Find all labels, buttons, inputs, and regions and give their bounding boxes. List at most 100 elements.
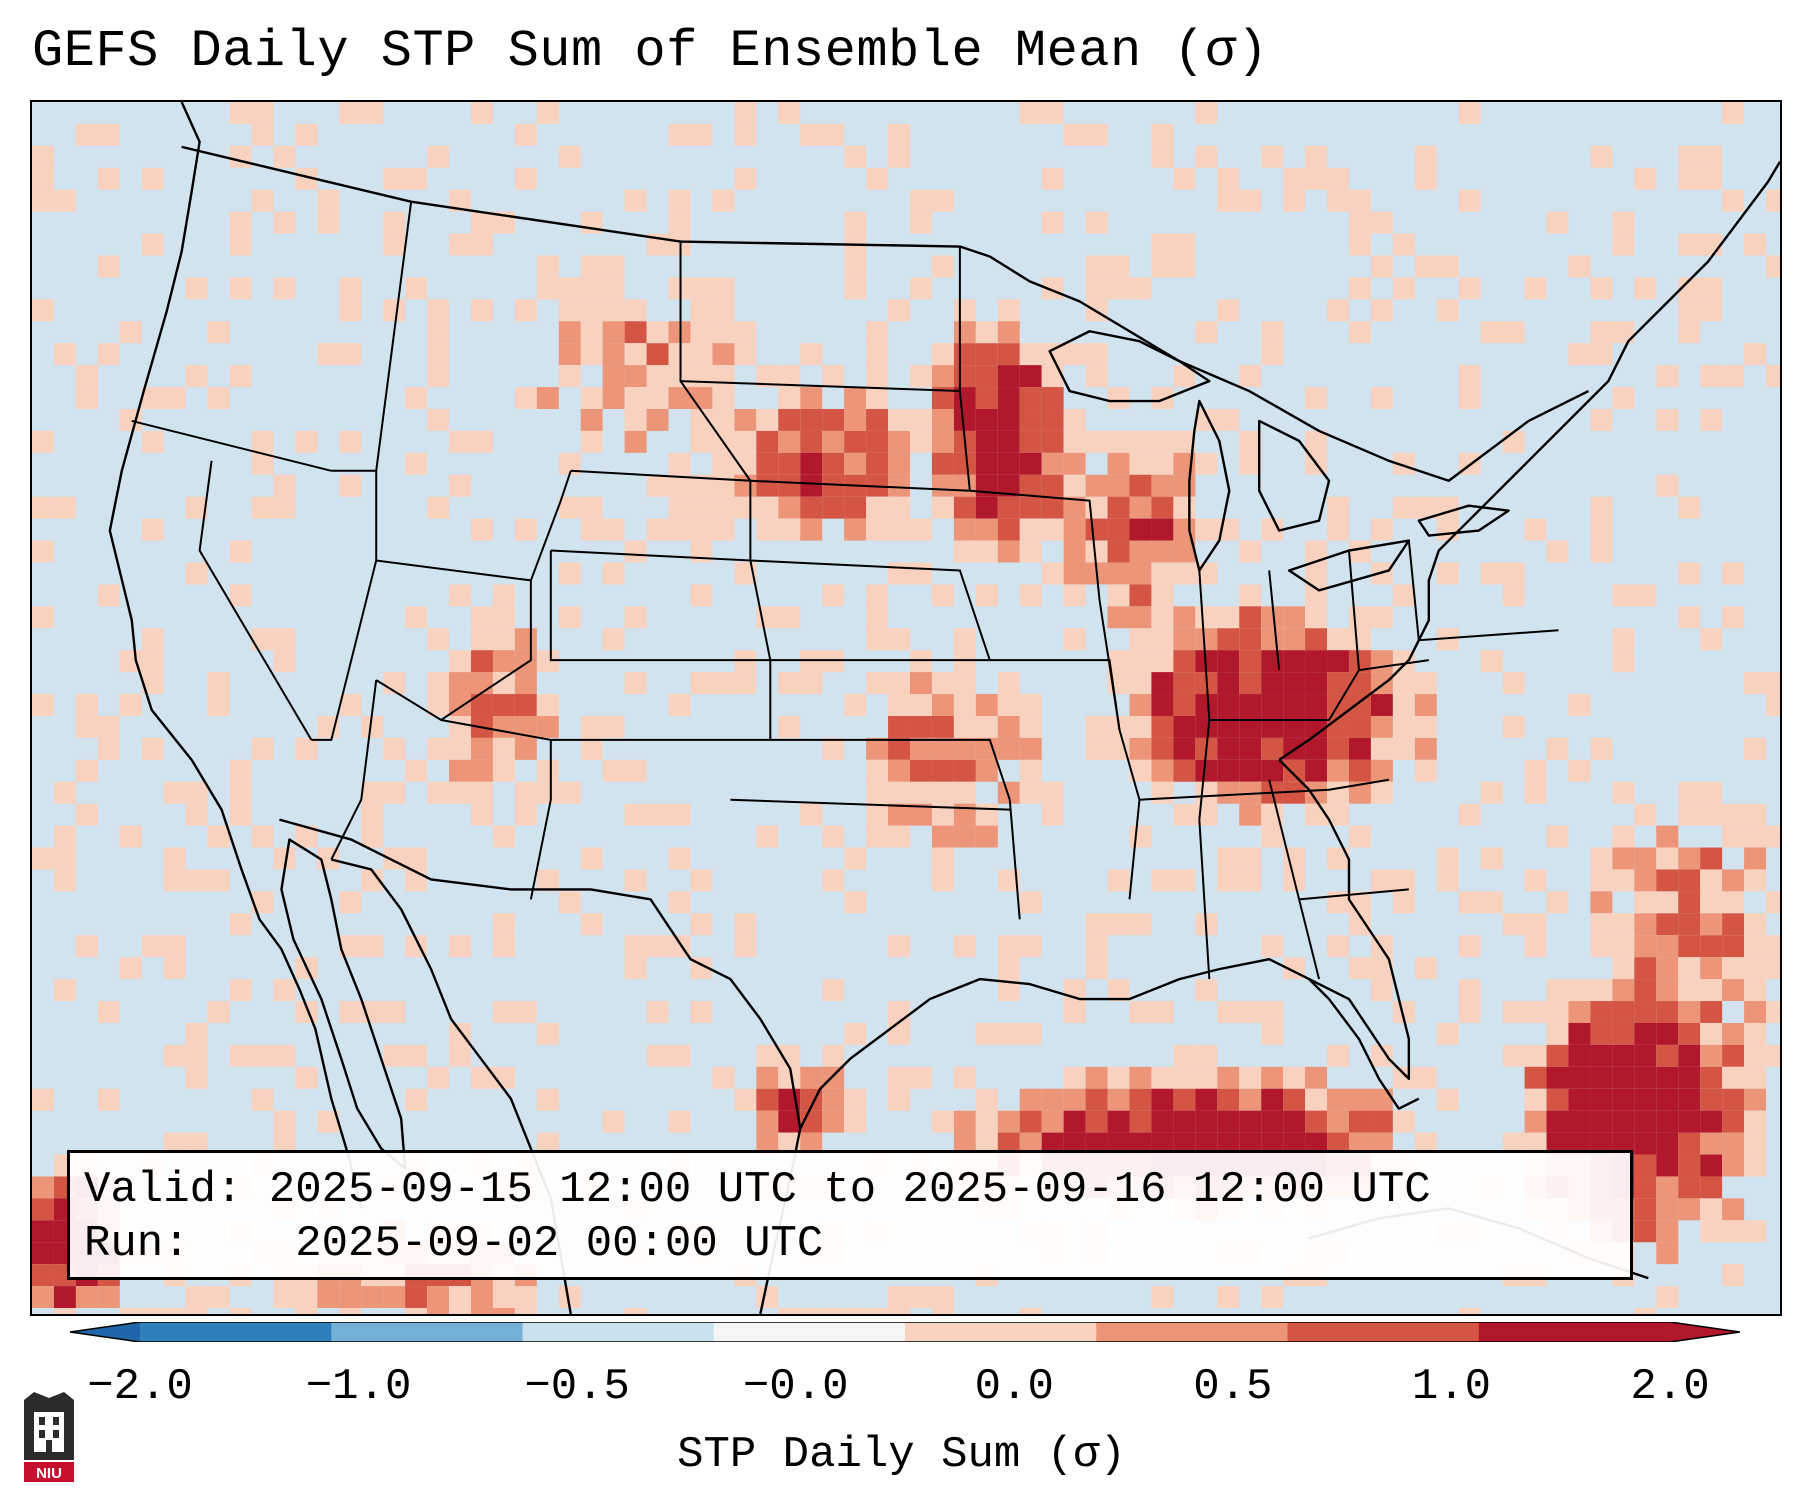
anomaly-cell — [1151, 584, 1174, 607]
anomaly-cell — [1700, 1022, 1723, 1045]
anomaly-cell — [1348, 825, 1371, 848]
anomaly-cell — [1612, 1088, 1635, 1111]
anomaly-cell — [909, 694, 932, 716]
anomaly-cell — [734, 167, 757, 190]
anomaly-cell — [1129, 474, 1152, 497]
anomaly-cell — [1019, 759, 1042, 782]
anomaly-cell — [141, 628, 164, 651]
anomaly-cell — [1502, 913, 1525, 936]
anomaly-cell — [1392, 694, 1415, 716]
anomaly-cell — [909, 803, 932, 826]
anomaly-cell — [53, 825, 76, 848]
anomaly-cell — [185, 1308, 208, 1314]
anomaly-cell — [734, 496, 757, 519]
anomaly-cell — [1195, 518, 1218, 541]
anomaly-cell — [1568, 1066, 1591, 1089]
anomaly-cell — [558, 365, 581, 388]
anomaly-cell — [1348, 913, 1371, 936]
anomaly-cell — [1546, 1001, 1569, 1023]
logo-banner — [24, 1462, 74, 1482]
anomaly-cell — [383, 1044, 406, 1067]
anomaly-cell — [1063, 518, 1086, 541]
anomaly-cell — [1217, 869, 1240, 892]
anomaly-cell — [339, 1308, 362, 1314]
anomaly-cell — [1261, 628, 1284, 651]
anomaly-cell — [1305, 387, 1328, 409]
anomaly-cell — [1217, 1066, 1240, 1089]
anomaly-cell — [1063, 408, 1086, 431]
anomaly-cell — [1217, 167, 1240, 190]
anomaly-cell — [1305, 1132, 1328, 1155]
anomaly-cell — [1129, 672, 1152, 695]
anomaly-cell — [1348, 1088, 1371, 1111]
anomaly-cell — [580, 321, 603, 344]
anomaly-cell — [690, 365, 713, 388]
anomaly-cell — [909, 737, 932, 760]
anomaly-cell — [1327, 189, 1349, 212]
anomaly-cell — [931, 474, 954, 497]
anomaly-cell — [1283, 847, 1306, 870]
anomaly-cell — [273, 474, 296, 497]
anomaly-cell — [1239, 1132, 1262, 1155]
anomaly-cell — [931, 847, 954, 870]
anomaly-cell — [624, 299, 647, 322]
anomaly-cell — [866, 408, 889, 431]
anomaly-cell — [427, 343, 450, 366]
anomaly-cell — [1063, 1088, 1086, 1111]
anomaly-cell — [361, 869, 384, 892]
anomaly-cell — [1502, 1001, 1525, 1023]
anomaly-cell — [185, 803, 208, 826]
anomaly-cell — [778, 1110, 801, 1133]
anomaly-cell — [1217, 1088, 1240, 1111]
anomaly-cell — [1524, 1110, 1547, 1133]
anomaly-cell — [1019, 343, 1042, 366]
colorbar — [70, 1322, 1740, 1342]
anomaly-cell — [1700, 167, 1723, 190]
anomaly-cell — [734, 430, 757, 453]
anomaly-cell — [1546, 1132, 1569, 1155]
anomaly-cell — [690, 913, 713, 936]
anomaly-cell — [1502, 1044, 1525, 1067]
anomaly-cell — [229, 540, 252, 563]
anomaly-cell — [1151, 650, 1174, 673]
anomaly-cell — [778, 1132, 801, 1155]
anomaly-cell — [624, 189, 647, 212]
anomaly-cell — [273, 145, 296, 168]
anomaly-cell — [1612, 321, 1635, 344]
anomaly-cell — [251, 737, 274, 760]
anomaly-cell — [1414, 255, 1437, 278]
anomaly-cell — [1766, 1044, 1780, 1067]
anomaly-cell — [1063, 562, 1086, 585]
anomaly-cell — [1327, 518, 1349, 541]
anomaly-cell — [888, 935, 910, 958]
anomaly-cell — [1173, 1066, 1196, 1089]
anomaly-cell — [624, 408, 647, 431]
anomaly-cell — [1502, 672, 1525, 695]
anomaly-cell — [317, 1286, 340, 1309]
anomaly-cell — [1546, 1110, 1569, 1133]
anomaly-cell — [1173, 650, 1196, 673]
anomaly-cell — [1173, 1110, 1196, 1133]
anomaly-cell — [32, 167, 54, 190]
anomaly-cell — [1568, 1088, 1591, 1111]
anomaly-cell — [734, 935, 757, 958]
anomaly-cell — [470, 299, 493, 322]
anomaly-cell — [1744, 913, 1767, 936]
colorbar-segment — [1478, 1322, 1671, 1342]
anomaly-cell — [975, 715, 998, 738]
anomaly-cell — [1305, 562, 1328, 585]
anomaly-cell — [251, 891, 274, 914]
anomaly-cell — [1327, 299, 1349, 322]
anomaly-cell — [1568, 1022, 1591, 1045]
anomaly-cell — [1590, 913, 1613, 936]
anomaly-cell — [470, 781, 493, 804]
anomaly-cell — [1151, 781, 1174, 804]
anomaly-cell — [800, 430, 823, 453]
state-borders — [131, 201, 1559, 980]
anomaly-cell — [1019, 408, 1042, 431]
anomaly-cell — [492, 1286, 515, 1309]
anomaly-cell — [1151, 869, 1174, 892]
anomaly-cell — [1700, 299, 1723, 322]
anomaly-cell — [997, 1110, 1020, 1133]
anomaly-cell — [1722, 803, 1745, 826]
